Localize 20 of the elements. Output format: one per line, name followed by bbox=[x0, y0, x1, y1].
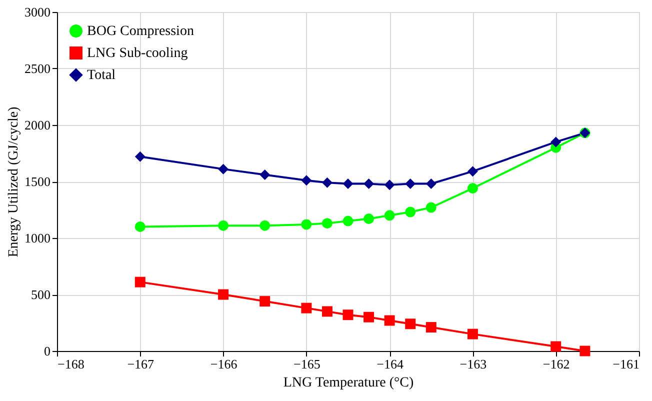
legend-label: BOG Compression bbox=[87, 24, 194, 39]
x-axis-title: LNG Temperature (°C) bbox=[283, 376, 414, 390]
y-tick-label: 2500 bbox=[24, 61, 50, 76]
y-tick-label: 2000 bbox=[24, 118, 50, 132]
x-tick-label: −164 bbox=[376, 356, 404, 372]
x-tick-label: −161 bbox=[612, 356, 640, 372]
x-tick-label: −167 bbox=[127, 356, 155, 372]
y-tick-label: 0 bbox=[44, 344, 50, 358]
y-tick-label: 1500 bbox=[24, 174, 50, 189]
y-tick-label: 1000 bbox=[24, 230, 50, 246]
x-tick-label: −165 bbox=[294, 356, 320, 372]
y-tick-label: 500 bbox=[31, 287, 50, 302]
legend-label: Total bbox=[87, 68, 116, 83]
y-axis-title: Energy Utilized (GJ/cycle) bbox=[6, 106, 22, 258]
x-tick-label: −166 bbox=[210, 356, 238, 372]
x-tick-label: −168 bbox=[58, 356, 84, 372]
x-tick-label: −162 bbox=[542, 356, 570, 372]
legend-label: LNG Sub-cooling bbox=[87, 46, 188, 61]
y-tick-label: 3000 bbox=[24, 4, 50, 20]
x-tick-label: −163 bbox=[460, 356, 487, 372]
